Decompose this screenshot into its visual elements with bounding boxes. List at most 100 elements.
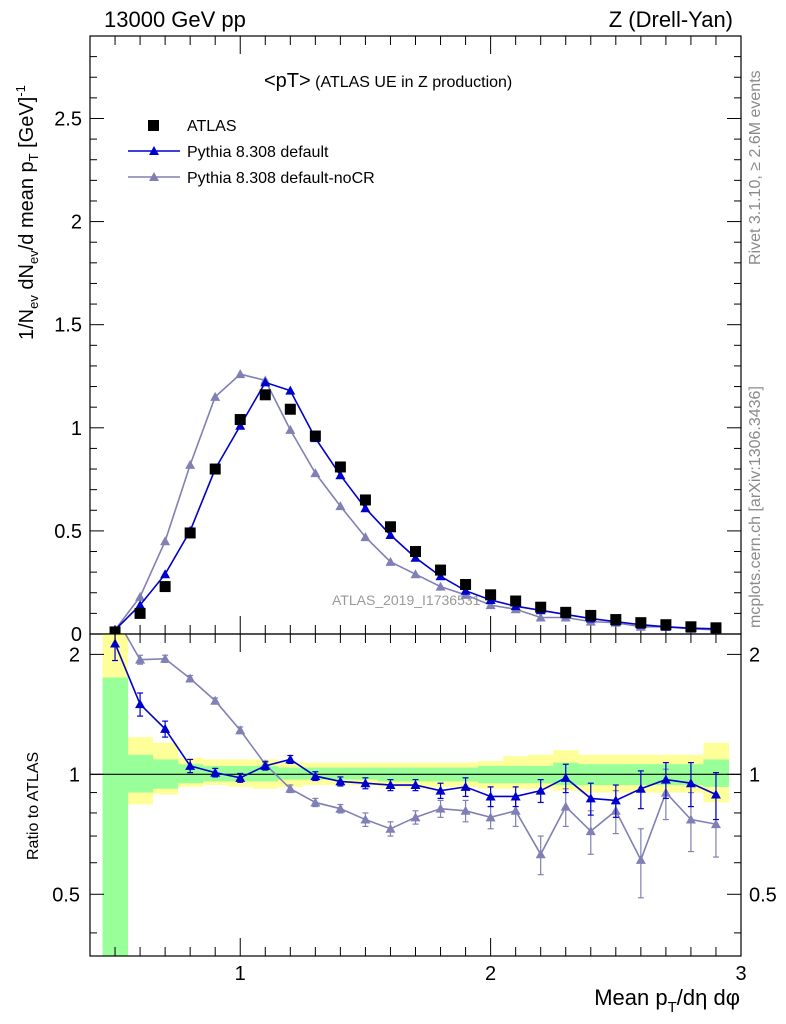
- ratio-point-1: [235, 725, 246, 735]
- atlas-data-point: [184, 527, 196, 539]
- atlas-data-point: [234, 414, 246, 426]
- ratio-point-0: [710, 789, 721, 799]
- ratio-point-0: [435, 785, 446, 795]
- ratio-point-1: [135, 654, 146, 664]
- x-tick-label: 3: [735, 963, 746, 985]
- atlas-data-point: [259, 389, 271, 401]
- ratio-point-1: [285, 783, 296, 793]
- series-point-1: [360, 503, 371, 513]
- ratio-point-1: [410, 812, 421, 822]
- ratio-point-0: [160, 723, 171, 733]
- main-plot-series: [109, 369, 722, 634]
- ratio-point-0: [485, 791, 496, 801]
- ratio-point-1: [560, 801, 571, 811]
- series-point-2: [435, 581, 446, 591]
- series-point-1: [135, 600, 146, 610]
- ratio-point-0: [535, 785, 546, 795]
- ratio-point-1: [210, 695, 221, 705]
- series-point-1: [435, 571, 446, 581]
- ratio-uncertainty-bands: [102, 634, 729, 956]
- atlas-data-point: [159, 581, 171, 593]
- ratio-point-0: [585, 793, 596, 803]
- atlas-data-point: [284, 403, 296, 415]
- atlas-data-point: [710, 622, 722, 634]
- series-point-1: [160, 569, 171, 579]
- uncertainty-band-inner: [277, 767, 304, 780]
- atlas-data-point: [334, 461, 346, 473]
- ratio-point-1: [485, 812, 496, 822]
- ratio-point-0: [310, 771, 321, 781]
- series-point-2: [185, 459, 196, 469]
- series-point-2: [385, 556, 396, 566]
- series-point-1: [460, 585, 471, 595]
- atlas-data-point: [685, 621, 697, 633]
- ratio-point-1: [435, 803, 446, 813]
- series-point-2: [235, 369, 246, 379]
- ratio-plot-y-tick-labels: 0.5 0.5 1 1 2 2: [52, 644, 777, 906]
- atlas-data-point: [309, 430, 321, 442]
- x-axis-label: Mean pT/dη dφ: [594, 985, 740, 1016]
- legend-marker: [148, 120, 159, 131]
- main-plot-title: <pT> (ATLAS UE in Z production): [264, 70, 512, 92]
- ratio-point-1: [535, 849, 546, 859]
- ratio-point-0: [410, 780, 421, 790]
- ratio-point-1: [685, 814, 696, 824]
- series-point-2: [360, 532, 371, 542]
- ratio-point-1: [460, 805, 471, 815]
- ratio-point-0: [635, 783, 646, 793]
- ratio-point-0: [460, 781, 471, 791]
- legend-marker: [149, 172, 159, 181]
- atlas-data-point: [134, 607, 146, 619]
- ratio-point-0: [685, 778, 696, 788]
- ratio-point-0: [610, 795, 621, 805]
- atlas-data-point: [410, 546, 421, 558]
- atlas-data-point: [635, 617, 647, 629]
- ratio-y-tick-label: 2: [69, 644, 80, 666]
- legend-label: Pythia 8.308 default-noCR: [187, 170, 375, 187]
- legend: ATLAS Pythia 8.308 default Pythia 8.308 de…: [128, 118, 375, 187]
- atlas-data-point: [560, 606, 572, 618]
- ratio-point-0: [185, 760, 196, 770]
- ratio-point-0: [360, 778, 371, 788]
- ratio-point-0: [385, 780, 396, 790]
- series-point-2: [535, 612, 546, 622]
- ratio-point-1: [710, 819, 721, 829]
- series-point-1: [335, 470, 346, 480]
- ratio-point-0: [260, 760, 271, 770]
- ratio-plot-ticks: [89, 634, 742, 956]
- series-point-1: [410, 552, 421, 562]
- series-point-1: [260, 377, 271, 387]
- atlas-data-point: [585, 609, 597, 621]
- ratio-point-1: [160, 653, 171, 663]
- series-point-1: [385, 530, 396, 540]
- series-point-2: [485, 600, 496, 610]
- main-plot-y-tick-labels: 0 0.5 1 1.5 2 2.5: [54, 108, 82, 646]
- y-tick-label: 1: [71, 418, 82, 440]
- ratio-point-0: [135, 699, 146, 709]
- main-plot-watermark: ATLAS_2019_I1736531: [332, 592, 481, 608]
- atlas-data-point: [359, 494, 371, 506]
- ratio-plot-y-axis-label: Ratio to ATLAS: [25, 752, 42, 860]
- legend-marker: [149, 146, 159, 155]
- series-point-2: [210, 391, 221, 401]
- y-tick-label: 0: [71, 624, 82, 646]
- ratio-point-1: [185, 673, 196, 683]
- main-plot-y-axis-label: 1/Nev dNev/d mean pT [GeV]-1: [13, 85, 41, 340]
- uncertainty-band-inner: [327, 767, 354, 780]
- atlas-data-point: [384, 521, 396, 533]
- y-tick-label: 2: [71, 212, 82, 234]
- series-point-2: [285, 424, 296, 434]
- legend-label: Pythia 8.308 default: [187, 144, 329, 161]
- legend-label: ATLAS: [187, 118, 237, 135]
- atlas-data-point: [660, 619, 672, 631]
- atlas-data-point: [610, 614, 622, 626]
- ratio-point-0: [510, 791, 521, 801]
- series-point-2: [160, 536, 171, 546]
- y-tick-label: 1.5: [54, 315, 82, 337]
- y-tick-label: 2.5: [54, 108, 82, 130]
- ratio-y-tick-label-right: 0.5: [749, 884, 777, 906]
- ratio-y-tick-label-right: 1: [749, 764, 760, 786]
- ratio-point-0: [335, 776, 346, 786]
- ratio-point-0: [235, 772, 246, 782]
